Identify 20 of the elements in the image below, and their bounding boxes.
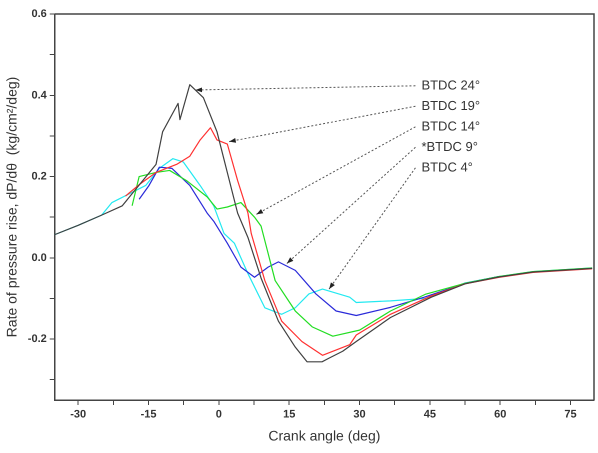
x-tick-label: 30: [353, 408, 366, 421]
x-tick-label: 75: [564, 408, 577, 421]
annotation: *BTDC 9°: [421, 138, 478, 154]
x-tick-label: 15: [283, 408, 296, 421]
y-tick-label: -0.2: [28, 333, 47, 346]
y-axis-title: Rate of pressure rise, dP/dθ (kg/cm²/deg): [3, 76, 20, 338]
x-tick-label: 0: [216, 408, 222, 421]
y-tick-label: 0.2: [31, 170, 47, 183]
annotation: BTDC 14°: [421, 118, 480, 134]
x-tick-label: 45: [424, 408, 436, 421]
x-tick-label: 60: [494, 408, 506, 421]
x-tick-label: -30: [70, 408, 86, 421]
y-tick-label: 0.4: [31, 89, 48, 102]
x-axis-title: Crank angle (deg): [268, 427, 380, 444]
annotation: BTDC 24°: [421, 77, 480, 92]
annotation: BTDC 4°: [421, 159, 473, 174]
y-tick-label: 0.0: [31, 252, 47, 264]
x-tick-label: -15: [140, 408, 156, 421]
y-tick-label: 0.6: [31, 8, 47, 20]
annotation: BTDC 19°: [421, 98, 480, 113]
